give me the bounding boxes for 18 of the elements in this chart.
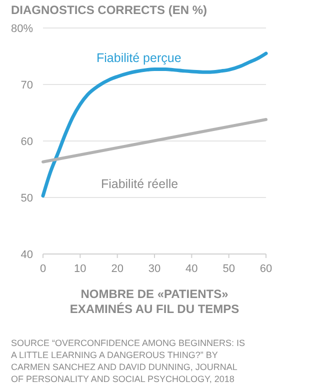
source-note: SOURCE “OVERCONFIDENCE AMONG BEGINNERS: IS A LITTLE LEARNING A DANGEROUS THING?” BY CARMEN SANCHEZ AND DAVID DUNNING, JOURNAL OF PERSONALITY AND SOCIAL PSYCHOLOGY, 2018: [11, 338, 246, 384]
x-tick-label: 10: [74, 263, 86, 275]
x-tick-label: 60: [260, 263, 272, 275]
line-series: [41, 52, 268, 198]
x-tick-label: 20: [111, 263, 124, 275]
y-tick-label: 80%: [10, 23, 34, 35]
series-label: Fiabilité perçue: [96, 51, 182, 65]
x-tick-label: 30: [148, 263, 161, 275]
chart-title: DIAGNOSTICS CORRECTS (EN %): [11, 3, 208, 17]
x-axis-title: NOMBRE DE «PATIENTS» EXAMINÉS AU FIL DU TEMPS: [70, 287, 240, 316]
x-tick-label: 0: [40, 263, 46, 275]
y-tick-label: 70: [20, 80, 33, 92]
y-tick-label: 60: [20, 136, 33, 148]
x-tick-label: 40: [186, 263, 198, 275]
y-tick-label: 50: [20, 192, 33, 204]
text: Fiabilité réelle: [100, 176, 178, 191]
y-tick-label: 40: [20, 249, 33, 261]
x-tick-label: 50: [222, 263, 235, 275]
